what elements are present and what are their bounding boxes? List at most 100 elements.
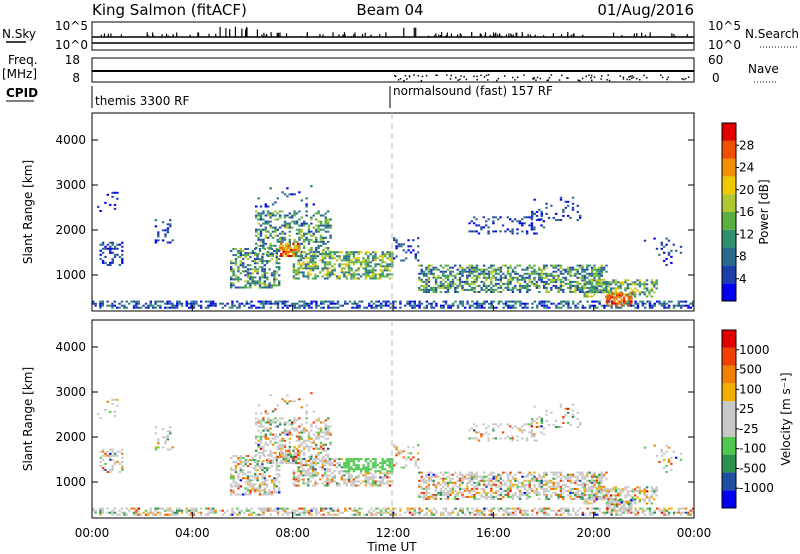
- power-cell: [454, 282, 457, 285]
- power-cell: [379, 275, 382, 278]
- power-cell: [638, 291, 642, 294]
- power-cell: [298, 218, 301, 221]
- velocity-cell: [478, 491, 481, 494]
- velocity-cell: [168, 509, 172, 512]
- velocity-cell: [251, 489, 254, 492]
- velocity-cell: [144, 509, 148, 512]
- power-cell: [478, 291, 481, 293]
- nave-dot: [638, 78, 641, 81]
- power-cell: [631, 281, 634, 284]
- power-cell: [327, 248, 330, 251]
- power-cell: [357, 267, 360, 270]
- power-cell: [687, 304, 690, 307]
- power-cell: [113, 207, 117, 210]
- velocity-cell: [492, 491, 495, 494]
- power-cell: [259, 230, 263, 233]
- power-cell: [545, 288, 548, 291]
- velocity-cell: [420, 485, 423, 488]
- power-cell: [399, 302, 402, 305]
- velocity-cell: [307, 472, 310, 475]
- velocity-cell: [271, 451, 275, 454]
- velocity-cell: [266, 491, 269, 494]
- power-cell: [264, 214, 267, 217]
- power-cell: [367, 269, 370, 272]
- velocity-cell: [297, 458, 300, 461]
- power-cell: [367, 275, 370, 278]
- velocity-cell: [586, 475, 589, 478]
- velocity-cell: [171, 509, 174, 512]
- power-cell: [284, 244, 288, 247]
- power-cell: [458, 278, 462, 281]
- power-cell: [655, 281, 658, 284]
- velocity-cell: [328, 468, 332, 471]
- velocity-cell: [482, 481, 486, 484]
- power-cell: [166, 231, 170, 234]
- power-cell: [528, 288, 531, 291]
- power-cell: [581, 306, 584, 309]
- power-cell: [653, 281, 656, 284]
- power-cell: [473, 302, 476, 305]
- power-cell: [393, 239, 396, 242]
- power-cell: [562, 208, 565, 211]
- power-cell: [264, 300, 268, 303]
- power-cell: [302, 275, 305, 278]
- velocity-cell: [406, 507, 409, 510]
- power-cell: [538, 284, 541, 287]
- power-cell: [275, 262, 278, 265]
- velocity-cell: [246, 455, 250, 457]
- power-cell: [319, 236, 323, 239]
- power-cell: [466, 278, 469, 281]
- power-cell: [360, 300, 364, 303]
- velocity-cell: [260, 507, 263, 510]
- power-cell: [386, 253, 389, 256]
- power-cell: [350, 275, 353, 278]
- velocity-cell: [346, 509, 349, 512]
- velocity-cell: [328, 470, 332, 473]
- velocity-cell: [692, 509, 695, 512]
- power-cell: [538, 302, 541, 305]
- velocity-cell: [412, 456, 415, 459]
- power-cell: [368, 302, 371, 305]
- power-cell: [548, 300, 551, 303]
- power-cell: [543, 304, 546, 307]
- power-cell: [504, 302, 508, 305]
- velocity-cell: [371, 458, 375, 461]
- velocity-cell: [470, 471, 474, 474]
- power-cell: [518, 291, 522, 293]
- velocity-cell: [406, 509, 409, 512]
- power-cell: [310, 302, 313, 305]
- power-cell: [439, 276, 443, 279]
- power-cell: [356, 304, 359, 307]
- power-cell: [581, 304, 584, 307]
- power-cell: [531, 214, 534, 217]
- velocity-cell: [275, 459, 278, 462]
- power-cell: [111, 251, 114, 254]
- power-cell: [514, 286, 517, 289]
- velocity-cell: [535, 479, 539, 482]
- power-cell: [425, 300, 428, 303]
- power-cell: [295, 251, 298, 254]
- power-cell: [298, 232, 301, 235]
- velocity-cell: [352, 458, 356, 461]
- velocity-cell: [288, 429, 291, 432]
- velocity-cell: [261, 489, 264, 492]
- velocity-cell: [319, 447, 323, 450]
- power-cell: [288, 240, 291, 243]
- power-cell: [427, 270, 431, 273]
- velocity-cell: [497, 485, 500, 488]
- power-cell: [405, 251, 408, 254]
- power-cell: [417, 237, 420, 240]
- power-cell: [523, 280, 527, 283]
- velocity-cell: [430, 509, 433, 512]
- velocity-cell: [461, 511, 464, 514]
- nave-dot: [628, 78, 631, 81]
- power-cell: [327, 222, 330, 225]
- power-cell: [289, 246, 293, 249]
- power-cell: [137, 302, 140, 305]
- power-cell: [261, 274, 264, 277]
- power-cell: [322, 240, 325, 243]
- velocity-cell: [388, 462, 392, 465]
- velocity-cell: [303, 439, 306, 442]
- power-cell: [299, 253, 303, 256]
- velocity-cell: [473, 489, 476, 492]
